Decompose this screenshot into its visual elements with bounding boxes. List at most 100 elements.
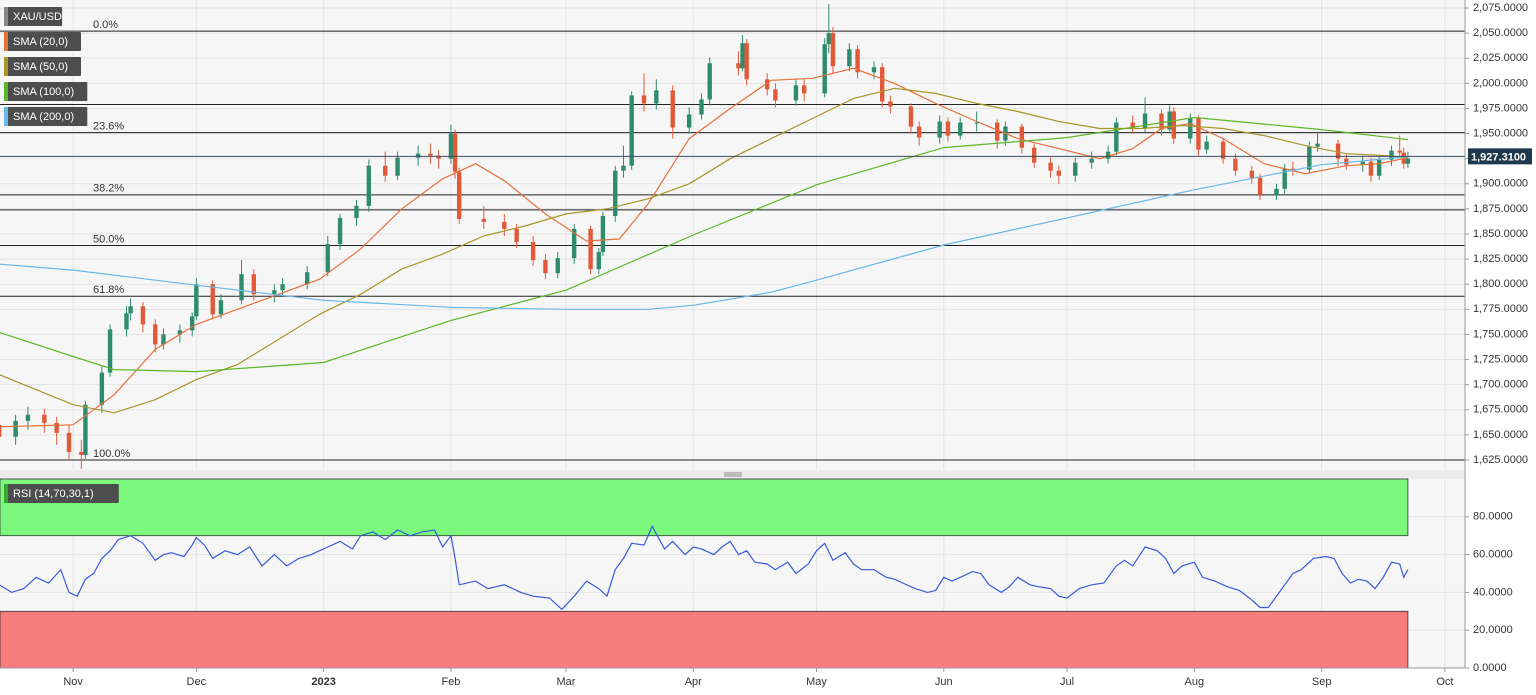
candle-body <box>571 228 577 259</box>
candle-body <box>855 49 860 73</box>
candle-body <box>801 85 807 94</box>
candle-body <box>354 205 359 218</box>
x-tick-label: May <box>806 676 827 688</box>
candle-body <box>995 122 1000 141</box>
x-tick-label: Sep <box>1312 676 1332 688</box>
candle-body <box>707 63 712 100</box>
candle-body <box>161 334 166 345</box>
legend-swatch <box>4 484 8 503</box>
candle-body <box>1376 159 1382 176</box>
fib-label: 61.8% <box>93 284 124 296</box>
candle-body <box>337 217 343 245</box>
x-tick-label: Oct <box>1436 676 1453 688</box>
candle-body <box>744 43 749 80</box>
y-tick-label: 1,850.0000 <box>1473 228 1528 240</box>
legend-box <box>4 82 88 101</box>
candle-body <box>1220 141 1226 159</box>
candle-body <box>1233 158 1238 171</box>
series-line <box>0 524 1409 611</box>
candle-body <box>452 133 458 172</box>
candle-body <box>13 420 18 437</box>
candle-body <box>502 221 507 229</box>
last-price-tag <box>1468 148 1532 165</box>
candle-body <box>251 274 257 295</box>
legend-label: SMA (50,0) <box>13 61 68 73</box>
candle-body <box>654 90 659 104</box>
y-tick-label: 20.0000 <box>1473 624 1513 636</box>
candle-body <box>1167 111 1172 130</box>
fib-label: 50.0% <box>93 233 124 245</box>
legend-label: SMA (200,0) <box>13 111 74 123</box>
candle-body <box>530 242 536 261</box>
candle-body <box>773 89 778 101</box>
candle-body <box>1114 122 1119 152</box>
candle-body <box>456 171 462 219</box>
candle-body <box>325 244 330 273</box>
candle-body <box>830 33 836 67</box>
x-tick-label: Jun <box>935 676 953 688</box>
candle-body <box>793 85 799 101</box>
candle-body <box>177 330 183 335</box>
candle-body <box>481 218 487 222</box>
candle-body <box>629 95 634 166</box>
candle-body <box>66 432 72 452</box>
candle-body <box>736 63 741 69</box>
candle-body <box>826 33 832 45</box>
candle-body <box>880 67 885 102</box>
fib-label: 0.0% <box>93 19 118 31</box>
candle-body <box>448 133 454 159</box>
legend-label: SMA (20,0) <box>13 36 68 48</box>
legend-swatch <box>4 7 8 26</box>
legend-label: SMA (100,0) <box>13 86 74 98</box>
y-tick-label: 1,900.0000 <box>1473 178 1528 190</box>
candle-body <box>555 258 560 274</box>
y-tick-label: 1,650.0000 <box>1473 429 1528 441</box>
candle-body <box>822 44 827 94</box>
candle-body <box>1368 161 1374 176</box>
candle-body <box>42 414 47 423</box>
x-tick-label: Jul <box>1060 676 1074 688</box>
legend-label: RSI (14,70,30,1) <box>13 488 94 500</box>
y-tick-label: 1,875.0000 <box>1473 203 1528 215</box>
candle-body <box>79 451 84 455</box>
candle-body <box>1335 143 1341 159</box>
candle-body <box>600 215 606 253</box>
candle-body <box>699 99 704 115</box>
legend-label: XAU/USD <box>13 11 62 23</box>
candle-body <box>588 228 593 270</box>
x-tick-label: 2023 <box>311 676 335 688</box>
legend-box <box>4 107 88 126</box>
fib-label: 38.2% <box>93 183 124 195</box>
series-line <box>0 116 1408 373</box>
series-line <box>0 156 1408 310</box>
candle-body <box>765 79 770 90</box>
legend-swatch <box>4 32 8 51</box>
candle-body <box>686 114 692 128</box>
candle-body <box>1056 170 1062 176</box>
y-tick-label: 1,800.0000 <box>1473 278 1528 290</box>
candle-body <box>1204 141 1209 150</box>
candle-body <box>888 101 893 107</box>
candle-body <box>83 404 88 455</box>
candle-body <box>1274 188 1279 195</box>
candle-body <box>1031 147 1037 163</box>
candle-body <box>1257 177 1263 195</box>
legend-box <box>4 57 81 76</box>
y-tick-label: 1,825.0000 <box>1473 253 1528 265</box>
y-tick-label: 1,775.0000 <box>1473 303 1528 315</box>
candle-body <box>1089 158 1094 163</box>
candle-body <box>1159 113 1164 130</box>
x-tick-label: Feb <box>441 676 460 688</box>
candle-body <box>239 274 244 301</box>
candle-body <box>1290 168 1296 170</box>
candle-body <box>1130 122 1135 129</box>
candle-body <box>740 43 745 69</box>
candle-body <box>958 122 963 136</box>
y-tick-label: 2,050.0000 <box>1473 27 1528 39</box>
candle-body <box>1142 113 1148 129</box>
x-tick-label: Mar <box>556 676 575 688</box>
candle-body <box>210 284 215 315</box>
y-tick-label: 0.0000 <box>1473 662 1507 674</box>
candle-body <box>1073 162 1078 176</box>
